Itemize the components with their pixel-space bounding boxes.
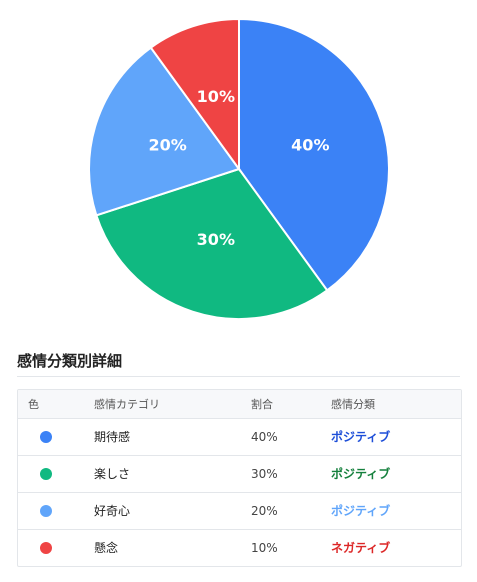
pie-slice — [238, 17, 390, 292]
header-category: 感情カテゴリ — [94, 397, 160, 411]
table-row: 楽しさ 30% ポジティブ — [18, 455, 461, 492]
classification-cell: ネガティブ — [331, 541, 391, 556]
pie-slice-label: 40% — [291, 135, 329, 154]
header-ratio: 割合 — [251, 397, 273, 411]
category-cell: 楽しさ — [94, 467, 131, 481]
table-row: 好奇心 20% ポジティブ — [18, 492, 461, 529]
color-dot — [40, 542, 52, 555]
classification-cell: ポジティブ — [331, 467, 391, 481]
pie-chart-svg: 40% 30% 20% 10% — [88, 17, 390, 320]
table-header-row: 色 感情カテゴリ 割合 感情分類 — [18, 390, 461, 418]
pie-slice-label: 10% — [197, 87, 235, 106]
category-cell: 懸念 — [94, 541, 119, 556]
pie-slice-label: 30% — [197, 230, 235, 249]
color-dot — [40, 431, 52, 443]
pie-slice-label: 20% — [149, 135, 187, 154]
details-table: 色 感情カテゴリ 割合 感情分類 期待感 40% ポジティブ 楽しさ 30% ポ… — [17, 389, 462, 567]
pie-chart: 40% 30% 20% 10% — [88, 17, 390, 320]
color-dot — [40, 468, 52, 480]
ratio-cell: 40% — [251, 429, 278, 444]
pie-slice — [88, 46, 241, 217]
header-classification: 感情分類 — [331, 397, 375, 411]
title-divider — [17, 376, 460, 377]
pie-slice — [149, 17, 240, 173]
classification-cell: ポジティブ — [331, 504, 391, 518]
table-row: 期待感 40% ポジティブ — [18, 418, 461, 455]
ratio-cell: 30% — [251, 466, 278, 481]
header-color: 色 — [28, 397, 39, 411]
category-cell: 好奇心 — [94, 504, 131, 518]
category-cell: 期待感 — [94, 430, 131, 444]
color-dot — [40, 505, 52, 517]
pie-slice — [95, 167, 329, 320]
ratio-cell: 10% — [251, 540, 278, 555]
table-row: 懸念 10% ネガティブ — [18, 529, 461, 566]
details-title: 感情分類別詳細 — [17, 352, 123, 370]
ratio-cell: 20% — [251, 503, 278, 518]
classification-cell: ポジティブ — [331, 430, 391, 444]
